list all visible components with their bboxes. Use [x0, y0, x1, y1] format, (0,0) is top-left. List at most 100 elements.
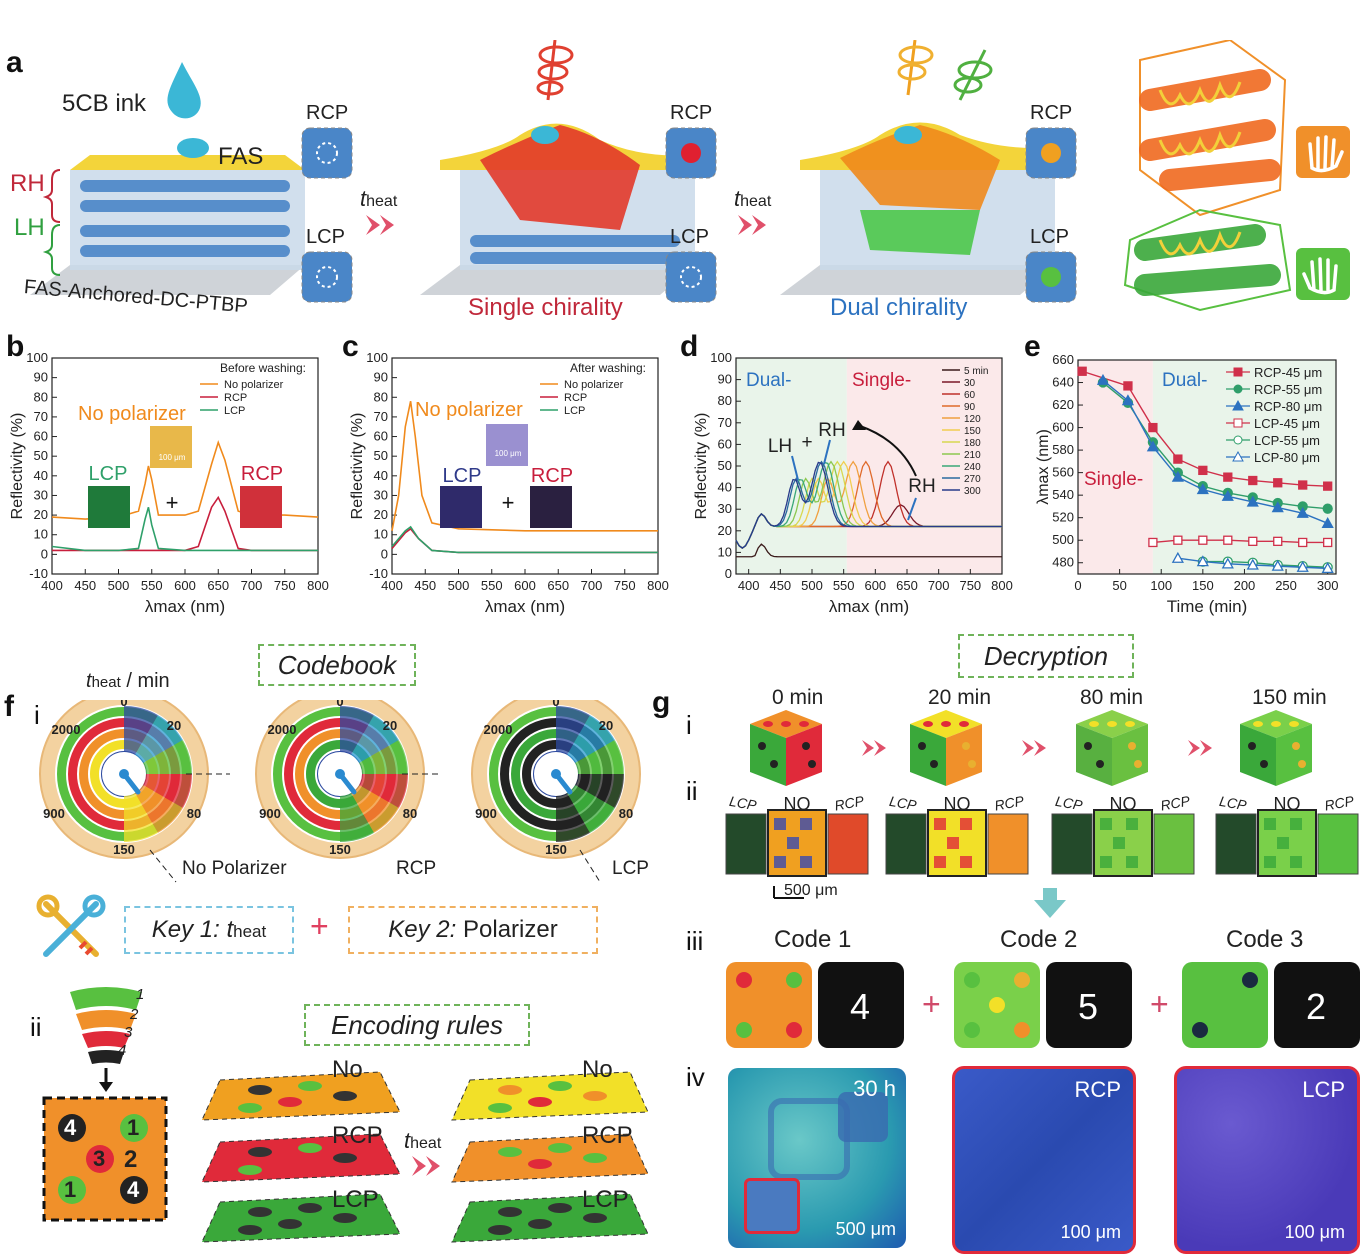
dial-tick-label: 20 [599, 718, 613, 733]
curved-arrow [859, 425, 917, 477]
y-tick-label: 40 [718, 480, 732, 495]
point-square [1223, 535, 1233, 545]
legend-entry: RCP [564, 392, 587, 404]
dial-tick-label: 900 [43, 806, 65, 821]
y-axis-label: Reflectivity (%) [693, 413, 710, 520]
lcp-swatch-image [440, 486, 482, 528]
rh-pointer-1 [823, 439, 831, 465]
code3-label: Code 3 [1226, 926, 1304, 953]
y-tick-label: 580 [1052, 442, 1074, 457]
view-label-rcp: RCP [993, 793, 1026, 814]
y-tick-label: -10 [29, 566, 48, 581]
lcp-label-3: LCP [1030, 226, 1069, 248]
y-tick-label: 50 [718, 458, 732, 473]
die-pip [1271, 721, 1281, 727]
y-tick-label: 80 [374, 389, 388, 404]
legend-entry: 5 min [964, 366, 988, 377]
code-plus-1: + [922, 986, 941, 1022]
x-tick-label: 700 [241, 578, 263, 593]
point-triangle [1221, 557, 1234, 569]
y-tick-label: 60 [374, 429, 388, 444]
view-pixel [934, 818, 946, 830]
die-pip [1248, 742, 1256, 750]
view-pixel [800, 856, 812, 868]
die-pip [1298, 760, 1306, 768]
dial-tick-label: 150 [545, 842, 567, 857]
code2-digit: 5 [1078, 986, 1099, 1027]
series-line-lcp [51, 507, 318, 552]
decryption-label: Decryption [958, 634, 1134, 678]
view-pixel [1290, 818, 1302, 830]
x-tick-label: 600 [864, 578, 886, 593]
die-pip [1289, 721, 1299, 727]
annot-lcp: LCP [443, 465, 482, 487]
point-triangle [1196, 483, 1209, 495]
x-tick-label: 300 [1317, 578, 1339, 593]
keys-icon [36, 894, 106, 957]
dial-tick-label: 0 [336, 700, 343, 709]
annot-plus: + [502, 490, 515, 515]
time-150: 150 min [1252, 686, 1327, 709]
legend-entry: RCP-45 μm [1254, 365, 1322, 380]
legend-entry: 30 [964, 378, 976, 389]
panel-g-iii: iii [686, 926, 704, 956]
legend-marker [1233, 418, 1243, 428]
lh-pointer [791, 455, 799, 481]
point-square [1248, 475, 1258, 486]
die-right [1112, 724, 1148, 786]
legend-marker [1233, 367, 1243, 377]
dial-tick-label: 80 [403, 806, 417, 821]
point-circle [1322, 503, 1333, 514]
y-tick-label: 50 [374, 448, 388, 463]
annot-no-polarizer: No polarizer [415, 399, 523, 421]
hand-icon-left [1296, 248, 1350, 300]
theat-label-1: theat [360, 186, 398, 211]
single-region [846, 358, 1002, 574]
lcp-label-2: LCP [670, 226, 709, 248]
view-pixel [1100, 856, 1112, 868]
legend-entry: 60 [964, 390, 976, 401]
legend-entry: No polarizer [564, 379, 624, 391]
dial-tick-label: 0 [120, 700, 127, 709]
ink-label: 5CB ink [62, 90, 147, 117]
x-axis-label: λmax (nm) [485, 597, 565, 616]
view-label-rcp: RCP [1159, 793, 1192, 814]
series-line-lcp [391, 525, 658, 554]
x-tick-label: 750 [959, 578, 981, 593]
view-label-rcp: RCP [833, 793, 866, 814]
dial-hub [551, 769, 561, 779]
rh-label-1: RH [818, 420, 845, 441]
micrograph-30h: 30 h 500 μm [728, 1068, 906, 1248]
layer-rcp-after [451, 1133, 649, 1183]
chart-d: 400 450 500 550 600 650 700 750 800 0 10 20 30 40 50 60… [693, 350, 1013, 616]
dial-label-rcp: RCP [396, 858, 437, 879]
dial-tick-label: 2000 [52, 722, 81, 737]
x-tick-label: 200 [1234, 578, 1256, 593]
view-label-lcp: LCP [728, 793, 758, 814]
view-pixel [1264, 856, 1276, 868]
series-line-no-polarizer [391, 401, 658, 532]
view-label-no: NO [1110, 794, 1137, 814]
y-tick-label: 600 [1052, 420, 1074, 435]
die-pip [918, 742, 926, 750]
x-tick-label: 700 [581, 578, 603, 593]
layer-no-before [201, 1071, 401, 1121]
keys-plus: + [310, 908, 329, 944]
legend-title: After washing: [570, 361, 646, 375]
panel-c-letter: c [342, 330, 359, 363]
x-axis-label: λmax (nm) [145, 597, 225, 616]
panel-f-ii: ii [30, 1012, 42, 1042]
legend-entry: 300 [964, 486, 981, 497]
y-tick-label: 50 [34, 448, 48, 463]
view-pixel [960, 856, 972, 868]
dial-hub [335, 769, 345, 779]
region-single-label: Single- [1084, 469, 1143, 490]
point-square [1323, 481, 1333, 491]
decryption-dice: LCP NO RCP LCP NO RCP LCP NO RCP LCP NO RCP [725, 710, 1359, 899]
film-stack-3 [780, 40, 1055, 295]
die-pip [930, 760, 938, 768]
code1-tile [726, 962, 812, 1048]
y-tick-label: 100 [26, 350, 48, 365]
x-tick-label: 250 [1275, 578, 1297, 593]
lcp-box-1 [301, 251, 353, 303]
